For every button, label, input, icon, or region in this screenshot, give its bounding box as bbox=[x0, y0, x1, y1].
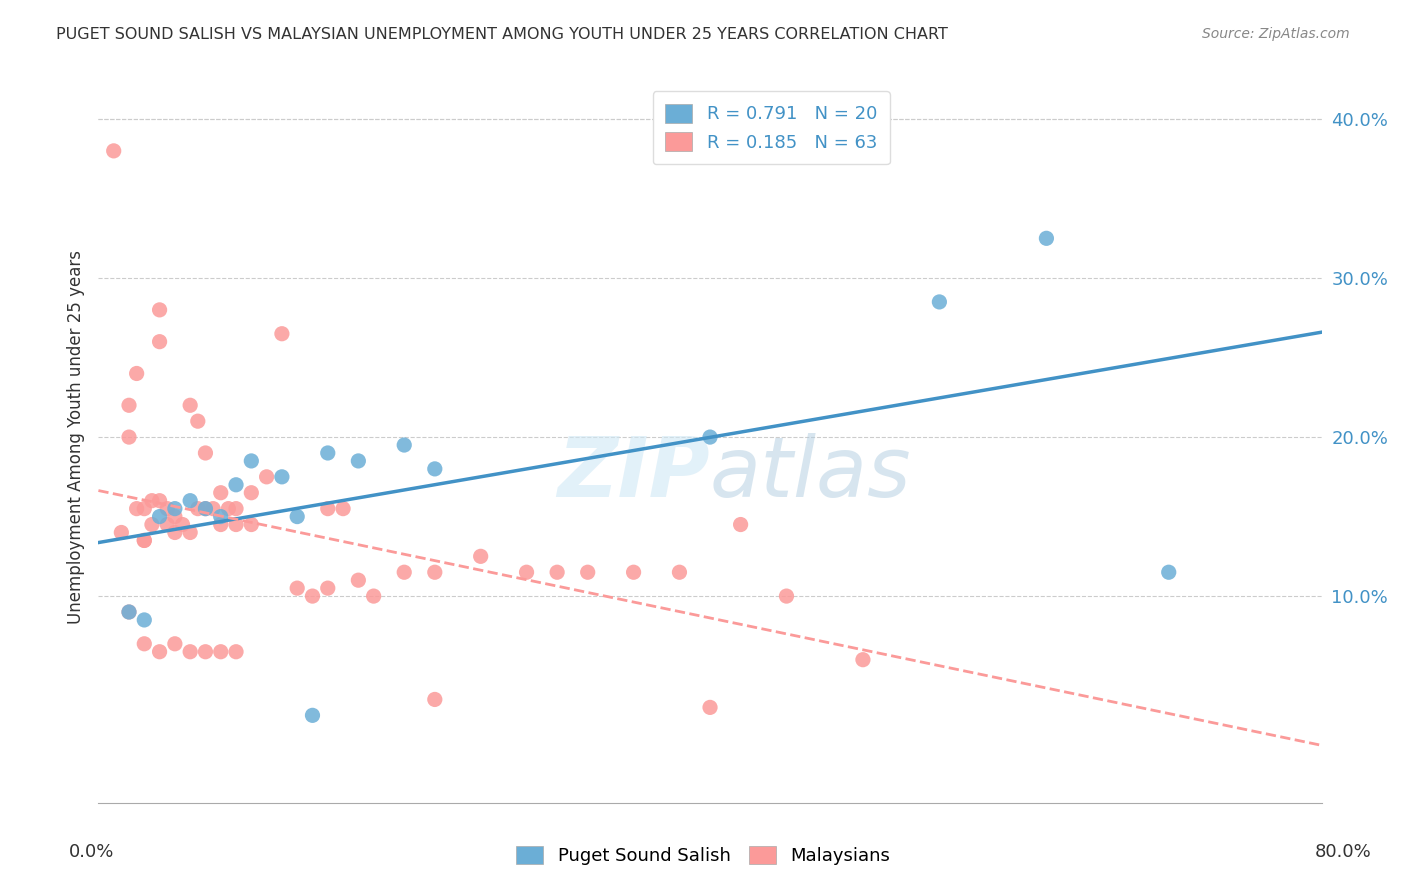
Point bbox=[301, 589, 323, 603]
Text: PUGET SOUND SALISH VS MALAYSIAN UNEMPLOYMENT AMONG YOUTH UNDER 25 YEARS CORRELAT: PUGET SOUND SALISH VS MALAYSIAN UNEMPLOY… bbox=[56, 27, 948, 42]
Point bbox=[576, 566, 599, 580]
Point bbox=[423, 566, 446, 580]
Point bbox=[134, 637, 156, 651]
Point bbox=[270, 326, 292, 341]
Point bbox=[225, 645, 247, 659]
Point bbox=[225, 477, 247, 491]
Legend: R = 0.791   N = 20, R = 0.185   N = 63: R = 0.791 N = 20, R = 0.185 N = 63 bbox=[652, 91, 890, 164]
Point bbox=[730, 517, 752, 532]
Point bbox=[149, 645, 172, 659]
Point bbox=[141, 517, 163, 532]
Point bbox=[470, 549, 492, 564]
Point bbox=[149, 493, 172, 508]
Point bbox=[316, 501, 339, 516]
Point bbox=[623, 566, 645, 580]
Point bbox=[1157, 566, 1180, 580]
Point bbox=[209, 509, 232, 524]
Point bbox=[202, 501, 225, 516]
Point bbox=[110, 525, 132, 540]
Point bbox=[194, 446, 217, 460]
Text: atlas: atlas bbox=[710, 434, 911, 514]
Point bbox=[149, 334, 172, 349]
Point bbox=[118, 430, 141, 444]
Point bbox=[668, 566, 690, 580]
Point bbox=[125, 367, 148, 381]
Point bbox=[134, 613, 156, 627]
Point bbox=[1035, 231, 1057, 245]
Point bbox=[699, 700, 721, 714]
Point bbox=[392, 566, 416, 580]
Point bbox=[194, 501, 217, 516]
Point bbox=[179, 493, 201, 508]
Point bbox=[179, 398, 201, 412]
Point bbox=[209, 517, 232, 532]
Point bbox=[134, 501, 156, 516]
Point bbox=[163, 525, 186, 540]
Point bbox=[256, 470, 278, 484]
Y-axis label: Unemployment Among Youth under 25 years: Unemployment Among Youth under 25 years bbox=[66, 250, 84, 624]
Point bbox=[240, 485, 263, 500]
Point bbox=[118, 605, 141, 619]
Point bbox=[423, 462, 446, 476]
Text: ZIP: ZIP bbox=[557, 434, 710, 514]
Point bbox=[217, 501, 239, 516]
Point bbox=[240, 454, 263, 468]
Point bbox=[316, 446, 339, 460]
Text: 0.0%: 0.0% bbox=[69, 843, 114, 861]
Point bbox=[187, 414, 209, 428]
Point bbox=[141, 493, 163, 508]
Point bbox=[103, 144, 125, 158]
Point bbox=[163, 509, 186, 524]
Point bbox=[163, 637, 186, 651]
Point bbox=[209, 485, 232, 500]
Point bbox=[149, 509, 172, 524]
Point bbox=[118, 605, 141, 619]
Point bbox=[225, 501, 247, 516]
Text: Source: ZipAtlas.com: Source: ZipAtlas.com bbox=[1202, 27, 1350, 41]
Point bbox=[928, 294, 950, 309]
Point bbox=[516, 566, 538, 580]
Point bbox=[546, 566, 568, 580]
Point bbox=[301, 708, 323, 723]
Point bbox=[172, 517, 194, 532]
Point bbox=[163, 501, 186, 516]
Point bbox=[270, 470, 292, 484]
Point bbox=[209, 645, 232, 659]
Point bbox=[225, 517, 247, 532]
Point bbox=[775, 589, 797, 603]
Point bbox=[423, 692, 446, 706]
Point bbox=[332, 501, 354, 516]
Point bbox=[134, 533, 156, 548]
Point bbox=[392, 438, 416, 452]
Point bbox=[194, 645, 217, 659]
Point bbox=[125, 501, 148, 516]
Point bbox=[118, 398, 141, 412]
Point bbox=[285, 509, 308, 524]
Point bbox=[179, 525, 201, 540]
Point bbox=[285, 581, 308, 595]
Point bbox=[187, 501, 209, 516]
Legend: Puget Sound Salish, Malaysians: Puget Sound Salish, Malaysians bbox=[508, 837, 898, 874]
Point bbox=[363, 589, 385, 603]
Point bbox=[156, 517, 179, 532]
Point bbox=[240, 517, 263, 532]
Point bbox=[852, 653, 875, 667]
Text: 80.0%: 80.0% bbox=[1315, 843, 1371, 861]
Point bbox=[347, 573, 370, 587]
Point bbox=[134, 533, 156, 548]
Point bbox=[194, 501, 217, 516]
Point bbox=[156, 501, 179, 516]
Point bbox=[316, 581, 339, 595]
Point bbox=[149, 302, 172, 317]
Point bbox=[179, 645, 201, 659]
Point bbox=[699, 430, 721, 444]
Point bbox=[347, 454, 370, 468]
